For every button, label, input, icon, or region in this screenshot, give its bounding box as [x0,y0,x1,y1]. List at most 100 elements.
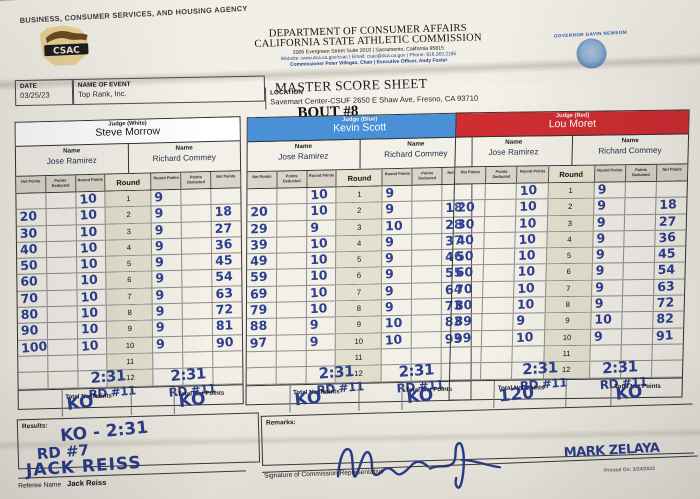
score-cell[interactable]: 91 [651,327,684,344]
score-cell[interactable]: 50 [453,248,484,265]
score-cell[interactable] [651,344,683,361]
score-cell[interactable]: 10 [381,331,412,349]
score-cell[interactable]: 54 [653,262,685,279]
score-cell[interactable] [212,367,243,384]
score-cell[interactable]: 9 [381,185,412,202]
score-cell[interactable]: 9 [512,313,545,330]
score-cell[interactable] [620,328,653,345]
score-cell[interactable]: 10 [513,280,545,297]
score-cell[interactable]: 29 [247,220,276,237]
score-cell[interactable]: 10 [515,198,548,216]
score-cell[interactable] [455,184,486,200]
score-cell[interactable] [181,237,212,254]
score-cell[interactable]: 10 [589,312,622,329]
total-blank-cell[interactable] [19,389,62,417]
score-cell[interactable]: 9 [150,189,181,206]
score-cell[interactable] [275,253,306,270]
score-cell[interactable]: 10 [76,321,107,339]
score-cell[interactable]: 9 [590,295,622,313]
total-net-points-cell[interactable]: Total Net Points 120 [493,379,566,408]
score-cell[interactable] [655,181,687,198]
score-cell[interactable] [182,319,213,336]
score-cell[interactable] [620,312,653,328]
score-cell[interactable]: 10 [75,190,106,208]
score-cell[interactable]: 45 [211,252,242,270]
score-cell[interactable] [482,281,514,298]
score-cell[interactable]: 9 [381,234,412,251]
score-cell[interactable]: 9 [305,219,336,236]
score-cell[interactable] [275,318,306,335]
score-cell[interactable]: 10 [76,337,107,355]
score-cell[interactable] [450,347,481,363]
score-cell[interactable]: 9 [593,181,625,198]
score-cell[interactable] [247,189,276,205]
score-cell[interactable]: 79 [247,302,276,319]
score-cell[interactable] [411,315,441,332]
score-cell[interactable] [45,208,76,225]
score-cell[interactable]: 45 [653,245,686,263]
score-cell[interactable]: 9 [151,271,182,288]
score-cell[interactable]: 9 [152,336,183,353]
score-cell[interactable]: 36 [211,236,242,254]
score-cell[interactable]: 72 [211,301,242,319]
score-cell[interactable] [276,187,307,204]
score-cell[interactable]: 40 [17,241,46,258]
score-cell[interactable]: 18 [210,203,241,221]
score-cell[interactable] [45,192,76,209]
score-cell[interactable] [621,279,654,296]
score-cell[interactable]: 90 [212,334,243,351]
score-cell[interactable]: 9 [381,201,412,218]
score-cell[interactable]: 69 [247,285,276,302]
score-cell[interactable] [623,198,656,214]
score-cell[interactable]: 10 [75,239,106,257]
score-cell[interactable] [650,360,683,377]
score-cell[interactable] [622,263,654,280]
score-cell[interactable] [484,183,517,200]
score-cell[interactable] [46,339,77,356]
score-cell[interactable] [275,285,306,302]
total-blank-cell[interactable] [564,379,611,407]
score-cell[interactable]: 20 [17,208,46,225]
score-cell[interactable] [623,214,655,231]
score-cell[interactable]: 63 [211,285,242,303]
score-cell[interactable] [47,371,78,388]
score-cell[interactable] [180,205,211,222]
score-cell[interactable] [181,286,212,303]
score-cell[interactable]: 60 [452,265,483,282]
score-cell[interactable] [47,355,78,372]
score-cell[interactable]: 10 [305,284,336,302]
score-cell[interactable]: 9 [152,319,183,337]
score-cell[interactable] [46,322,77,339]
score-cell[interactable]: 10 [514,231,547,248]
score-cell[interactable]: 9 [590,279,623,296]
score-cell[interactable]: 90 [18,323,47,340]
score-cell[interactable]: 10 [305,268,336,285]
score-cell[interactable] [483,248,515,265]
score-cell[interactable]: 9 [151,238,182,255]
score-cell[interactable]: 30 [454,216,485,233]
score-cell[interactable] [481,297,514,314]
score-cell[interactable]: 10 [513,264,546,281]
score-cell[interactable]: 39 [247,236,276,254]
score-cell[interactable] [18,356,47,372]
score-cell[interactable]: 9 [592,214,624,231]
score-cell[interactable]: 59 [247,269,276,286]
score-cell[interactable] [411,250,442,267]
score-cell[interactable]: 100 [18,338,48,356]
score-cell[interactable]: 9 [151,254,182,271]
score-cell[interactable]: 10 [381,315,412,333]
score-cell[interactable]: 40 [453,232,484,249]
score-cell[interactable]: 9 [151,222,182,239]
score-cell[interactable]: 10 [305,235,336,253]
score-cell[interactable] [181,254,212,271]
score-cell[interactable]: 10 [76,288,107,306]
total-blank-cell[interactable] [246,385,289,413]
score-cell[interactable] [45,257,76,274]
score-cell[interactable]: 10 [305,202,336,220]
score-cell[interactable] [182,335,213,352]
score-cell[interactable]: 89 [451,314,482,331]
score-cell[interactable] [46,290,77,307]
score-cell[interactable]: 9 [381,250,412,267]
total-net-points-cell[interactable]: Total Net Points KO [609,378,682,407]
score-cell[interactable]: 9 [589,328,621,345]
